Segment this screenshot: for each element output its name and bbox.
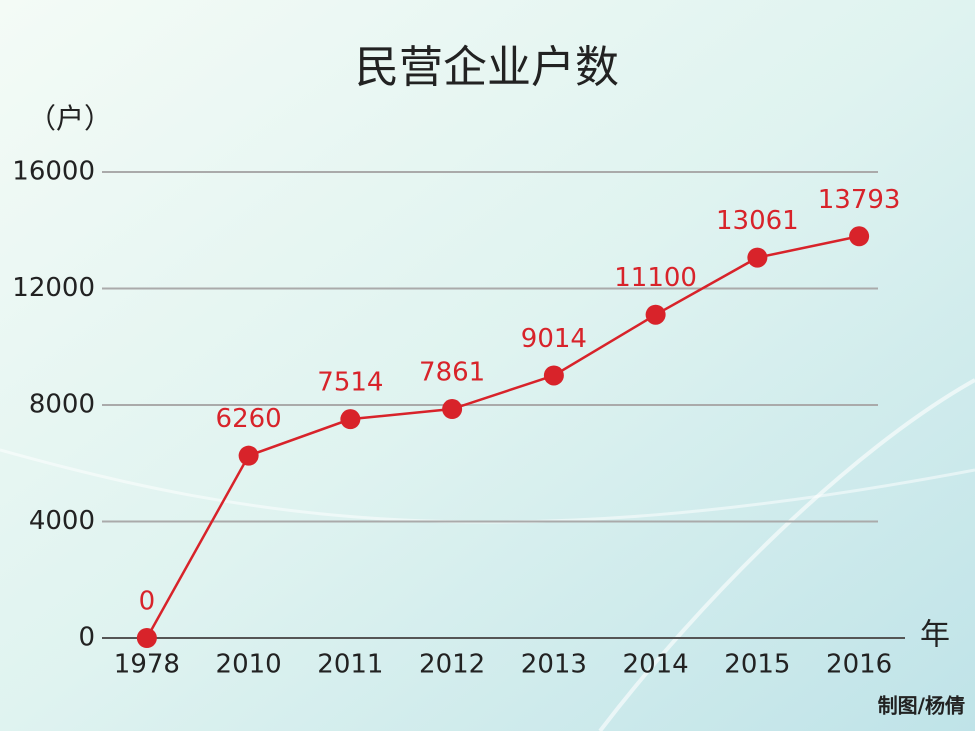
y-tick-label: 0 [78, 623, 95, 653]
credit: 制图/杨倩 [878, 694, 965, 718]
data-point [238, 445, 259, 466]
x-tick-label: 2016 [826, 650, 892, 680]
data-point [442, 399, 463, 420]
data-point [136, 628, 157, 648]
x-tick-label: 2015 [724, 650, 790, 680]
x-tick-label: 1978 [114, 650, 180, 680]
data-label: 13793 [818, 185, 901, 215]
data-point [645, 304, 666, 325]
x-tick-label: 2011 [317, 650, 383, 680]
data-label: 7514 [317, 368, 383, 398]
data-label: 6260 [216, 404, 282, 434]
data-label: 13061 [716, 206, 799, 236]
data-point [849, 226, 870, 247]
decor [598, 378, 975, 731]
data-line [145, 235, 860, 639]
x-tick-label: 2010 [216, 650, 282, 680]
data-point [543, 365, 564, 386]
data-label: 7861 [419, 358, 485, 388]
data-point [340, 409, 361, 430]
y-tick-label: 16000 [12, 157, 95, 187]
y-axis-label: （户） [28, 102, 112, 135]
data-label: 9014 [521, 324, 587, 354]
chart-title: 民营企业户数 [355, 42, 619, 93]
y-tick-label: 12000 [12, 273, 95, 303]
x-tick-label: 2013 [521, 650, 587, 680]
data-label: 11100 [614, 263, 697, 293]
y-tick-label: 8000 [29, 390, 95, 420]
x-tick-label: 2014 [623, 650, 689, 680]
x-tick-label: 2012 [419, 650, 485, 680]
data-point [747, 247, 768, 268]
data-label: 0 [139, 587, 156, 617]
x-axis-label: 年 [920, 618, 950, 653]
y-tick-label: 4000 [29, 506, 95, 536]
decor [0, 448, 975, 524]
